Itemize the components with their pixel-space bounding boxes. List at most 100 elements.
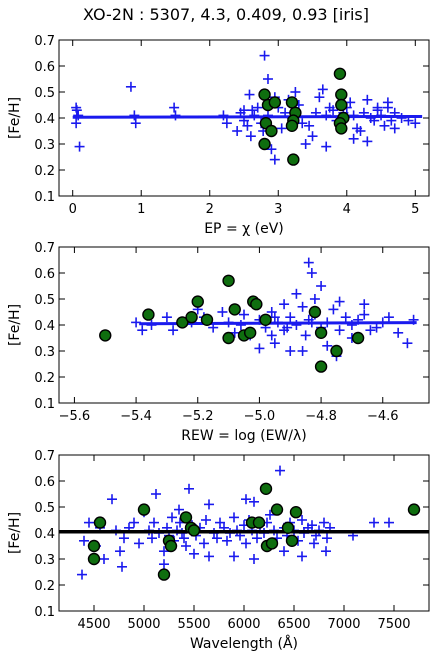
data-point-cross	[169, 102, 180, 113]
data-point-circle	[285, 534, 299, 547]
data-point-circle	[268, 96, 282, 109]
ticks: −5.6 −5.4 −5.2 −5.0 −4.8 −4.6 0.1 0.2 0.3 0.4 0.5 0…	[34, 241, 429, 424]
y-tick-label: 0.6	[34, 267, 55, 282]
x-tick-label: 0	[69, 202, 77, 217]
data-point-cross	[247, 105, 258, 116]
data-point-cross	[297, 515, 307, 525]
panel-ep: 0 1 2 3 4 50.10.20.30.40.50.60.7 EP = χ (eV) …	[7, 34, 430, 237]
x-tick-label: −5.0	[244, 409, 276, 424]
y-tick-label: 0.2	[34, 579, 55, 594]
data-point-circle	[289, 506, 303, 519]
data-point-cross	[79, 535, 89, 546]
data-point-cross	[266, 307, 277, 317]
y-tick-label: 0.5	[34, 501, 55, 516]
data-point-circle	[252, 516, 266, 529]
data-point-cross	[306, 268, 317, 278]
panel-rew: −5.6 −5.4 −5.2 −5.0 −4.8 −4.6 0.1 0.2 0.3 0.4 0.5 0…	[7, 241, 430, 444]
y-tick-label: 0.7	[34, 449, 55, 464]
y-tick-label: 0.3	[34, 345, 55, 360]
data-point-circle	[185, 311, 198, 324]
data-point-cross	[73, 110, 84, 121]
data-point-circle	[187, 524, 201, 537]
y-tick-label: 0.5	[34, 293, 55, 308]
x-tick-label: 5	[411, 202, 419, 217]
data-point-cross	[309, 294, 320, 304]
data-point-cross	[365, 325, 376, 336]
data-point-circle	[142, 308, 155, 321]
x-tick-label: 3	[274, 202, 282, 217]
data-point-circle	[287, 153, 300, 166]
data-point-cross	[119, 533, 129, 544]
data-point-circle	[314, 360, 328, 373]
data-point-circle	[351, 331, 365, 345]
data-point-cross	[181, 541, 191, 551]
data-point-cross	[174, 504, 184, 515]
y-tick-label: 0.1	[34, 605, 55, 620]
data-point-circle	[330, 344, 343, 358]
data-point-circle	[228, 303, 241, 316]
data-point-cross	[389, 123, 400, 134]
data-point-cross	[130, 118, 141, 129]
data-point-circle	[407, 503, 421, 516]
data-point-cross	[328, 304, 339, 315]
x-tick-label: 2	[206, 202, 214, 217]
data-point-cross	[307, 520, 317, 531]
data-point-cross	[249, 496, 259, 507]
data-point-cross	[297, 551, 307, 562]
y-axis-title: [Fe/H]	[7, 97, 23, 139]
data-point-cross	[239, 309, 249, 320]
data-point-cross	[249, 554, 259, 564]
data-point-cross	[396, 113, 407, 123]
data-point-cross	[232, 126, 243, 136]
data-point-cross	[252, 533, 262, 544]
data-point-circle	[99, 329, 112, 342]
figure-title: XO-2N : 5307, 4.3, 0.409, 0.93 [iris]	[83, 5, 369, 24]
y-tick-label: 0.7	[34, 34, 55, 49]
data-point-cross	[262, 74, 273, 84]
data-point-cross	[348, 133, 359, 144]
data-point-circle	[270, 503, 284, 516]
ticks: 4500 5000 5500 6000 6500 7000 7500 0.1 0.2 0.3 0.4…	[34, 449, 429, 632]
data-point-circle	[285, 119, 299, 133]
data-point-circle	[243, 326, 257, 339]
data-point-circle	[335, 98, 348, 112]
data-point-cross	[372, 102, 383, 113]
data-point-cross	[300, 330, 311, 341]
fit-line	[72, 114, 423, 119]
data-point-cross	[77, 569, 87, 580]
data-point-cross	[222, 535, 232, 546]
y-axis-title: [Fe/H]	[7, 512, 23, 554]
data-point-circle	[191, 295, 204, 308]
data-point-cross	[322, 340, 333, 351]
data-point-cross	[275, 465, 285, 476]
data-point-cross	[107, 494, 117, 505]
data-point-cross	[369, 517, 379, 528]
data-point-cross	[319, 517, 329, 528]
data-point-cross	[276, 123, 287, 134]
x-tick-label: −4.6	[367, 409, 399, 424]
data-point-circle	[308, 305, 322, 319]
data-point-cross	[300, 139, 311, 149]
data-point-cross	[129, 517, 139, 528]
data-point-cross	[151, 489, 161, 499]
data-point-cross	[328, 105, 339, 116]
data-point-cross	[245, 131, 256, 142]
data-point-cross	[221, 118, 232, 129]
data-point-cross	[71, 105, 82, 116]
y-tick-label: 0.4	[34, 112, 55, 127]
data-point-cross	[147, 533, 157, 544]
x-tick-label: 1	[137, 202, 145, 217]
y-tick-label: 0.5	[34, 86, 55, 101]
data-point-circle	[259, 482, 273, 495]
data-point-circle	[258, 137, 271, 151]
data-point-circle	[335, 122, 348, 135]
x-axis-title: REW = log (EW/λ)	[181, 428, 306, 444]
data-point-cross	[340, 312, 351, 323]
data-point-cross	[244, 89, 255, 100]
data-point-cross	[215, 517, 225, 528]
x-tick-label: 7000	[327, 617, 360, 632]
data-point-cross	[241, 494, 251, 505]
y-tick-label: 0.6	[34, 60, 55, 75]
data-point-cross	[355, 126, 366, 136]
data-point-cross	[269, 154, 280, 165]
